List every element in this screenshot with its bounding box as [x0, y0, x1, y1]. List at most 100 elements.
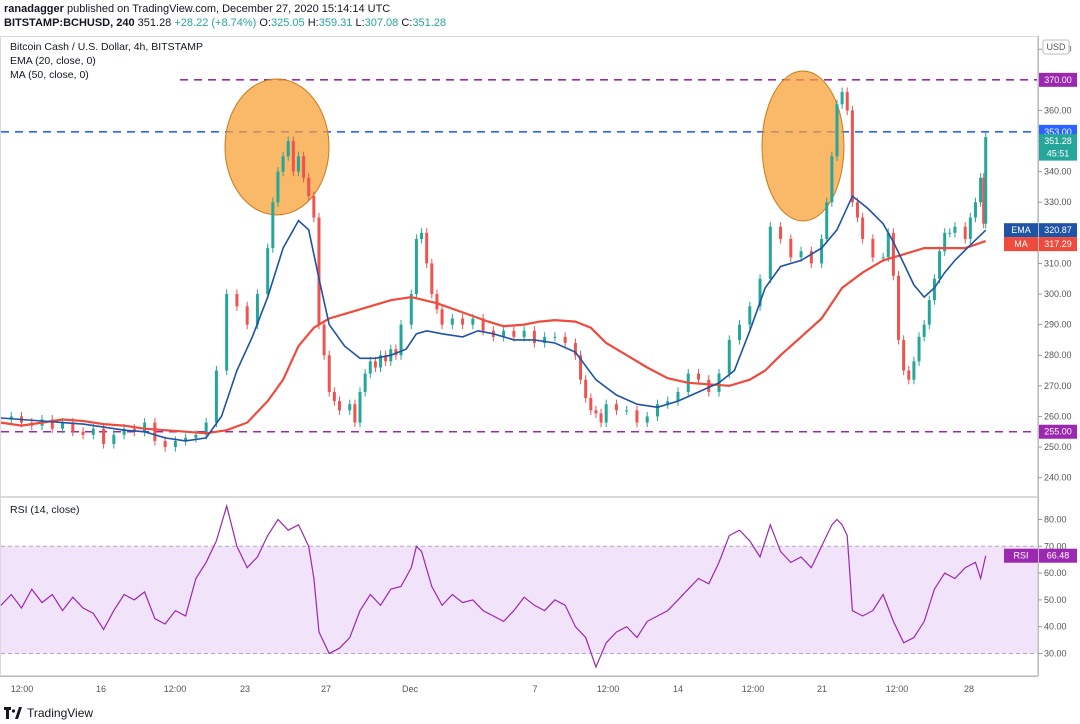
symbol-label: BITSTAMP:BCHUSD, 240 — [4, 17, 135, 29]
candle-body — [532, 330, 536, 343]
candle-body — [912, 361, 916, 380]
candle-body — [379, 355, 383, 368]
candle-body — [384, 355, 388, 362]
candle-body — [173, 440, 177, 448]
candle-body — [922, 324, 926, 337]
candle-body — [553, 336, 557, 338]
ema-tag-prefix: EMA — [1011, 225, 1031, 235]
time-axis[interactable]: 12:00 16 12:00 23 27 Dec 7 12:00 14 12:00 21 12:00 2… — [11, 684, 974, 694]
horizontal-levels — [1, 79, 1037, 433]
currency-box[interactable] — [1042, 39, 1070, 55]
candle-body — [204, 422, 208, 435]
candle-body — [932, 278, 936, 301]
candle-body — [907, 370, 911, 380]
candle-body — [973, 202, 977, 218]
candle-body — [543, 336, 547, 343]
legend-title: Bitcoin Cash / U.S. Dollar, 4h, BITSTAMP — [10, 41, 203, 53]
rsi-tick-label: 60.00 — [1044, 568, 1067, 578]
candle-body — [917, 336, 921, 362]
close-label: C: — [401, 17, 413, 29]
ema-tag-label: 320.87 — [1044, 225, 1072, 235]
publish-line: ranadagger published on TradingView.com,… — [4, 2, 1076, 16]
time-tick-label: Dec — [402, 684, 419, 694]
candle-body — [420, 232, 424, 239]
candle-body — [296, 156, 300, 172]
footer-brand[interactable]: TradingView — [27, 706, 94, 720]
legend-ema[interactable]: EMA (20, close, 0) — [10, 55, 96, 67]
highlight-ellipses — [224, 70, 845, 222]
candle-body — [322, 324, 326, 356]
level-tag-255.00-label: 255.00 — [1044, 427, 1072, 437]
candle-body — [430, 263, 434, 295]
time-tick-label: 12:00 — [597, 684, 620, 694]
candle-body — [871, 238, 875, 258]
rsi-tick-label: 50.00 — [1044, 595, 1067, 605]
open-label: O: — [259, 17, 272, 29]
time-tick-label: 23 — [240, 684, 250, 694]
rsi-band — [1, 545, 1037, 655]
tradingview-logo-icon — [4, 707, 22, 719]
price-tag-label: 45:51 — [1047, 149, 1070, 159]
candle-body — [927, 300, 931, 325]
level-tag-353.00-label: 353.00 — [1044, 127, 1072, 137]
candle-body — [440, 309, 444, 325]
candle-body — [312, 196, 316, 218]
candle-body — [789, 238, 793, 258]
candle-body — [881, 257, 885, 259]
candle-body — [982, 177, 986, 224]
candle-body — [820, 238, 824, 264]
ma-tag-prefix: MA — [1014, 239, 1028, 249]
candle-body — [363, 373, 367, 392]
candle-body — [291, 141, 295, 172]
rsi-pane-frame — [0, 497, 1038, 676]
candle-body — [91, 428, 95, 435]
last-price: 351.28 — [137, 17, 172, 29]
author-name[interactable]: ranadagger — [4, 3, 64, 15]
close-value: 351.28 — [412, 17, 447, 29]
highlight-ellipse-left — [224, 78, 330, 216]
ma-tag-bg — [1039, 237, 1077, 252]
price-axis[interactable]: 380.00360.00350.00340.00330.00310.00300.… — [1038, 44, 1072, 483]
ema-tag-bg — [1039, 223, 1077, 238]
price-tick-label: 270.00 — [1044, 381, 1072, 391]
high-value: 359.31 — [318, 17, 353, 29]
rsi-tick-label: 70.00 — [1044, 541, 1067, 551]
legend-ma[interactable]: MA (50, close, 0) — [10, 69, 89, 81]
candle-body — [584, 379, 588, 399]
candle-body — [963, 226, 967, 239]
price-tag-bg — [1039, 134, 1077, 149]
time-tick-label: 7 — [532, 684, 537, 694]
candle-body — [255, 294, 259, 325]
candle-body — [707, 379, 711, 392]
candle-body — [897, 275, 901, 340]
candle-body — [71, 422, 75, 432]
candle-body — [614, 404, 618, 411]
legend-rsi[interactable]: RSI (14, close) — [10, 504, 80, 516]
highlight-ellipse-right — [761, 70, 845, 222]
candle-body — [727, 339, 731, 374]
time-tick-label: 28 — [964, 684, 974, 694]
time-tick-label: 12:00 — [164, 684, 187, 694]
currency-label: USD — [1046, 42, 1066, 52]
rsi-tag-prefix-bg — [1004, 548, 1038, 563]
candle-body — [317, 217, 321, 325]
candle-body — [512, 330, 516, 337]
candle-body — [276, 171, 280, 203]
high-label: H: — [307, 17, 319, 29]
candle-body — [214, 370, 218, 423]
rsi-axis[interactable]: 80.00 70.00 60.00 50.00 40.00 30.00 — [1038, 514, 1067, 659]
price-tick-label: 310.00 — [1044, 258, 1072, 268]
time-tick-label: 21 — [817, 684, 827, 694]
candle-body — [891, 232, 895, 276]
candle-body — [61, 422, 65, 429]
candle-body — [112, 434, 116, 444]
price-tick-label: 260.00 — [1044, 411, 1072, 421]
candle-body — [825, 202, 829, 239]
candle-body — [337, 401, 341, 411]
ma-tag-prefix-bg — [1004, 237, 1038, 252]
price-change: +28.22 (+8.74%) — [174, 17, 257, 29]
rsi-band-fill — [1, 546, 1037, 654]
candle-body — [779, 226, 783, 239]
candle-body — [563, 336, 567, 343]
